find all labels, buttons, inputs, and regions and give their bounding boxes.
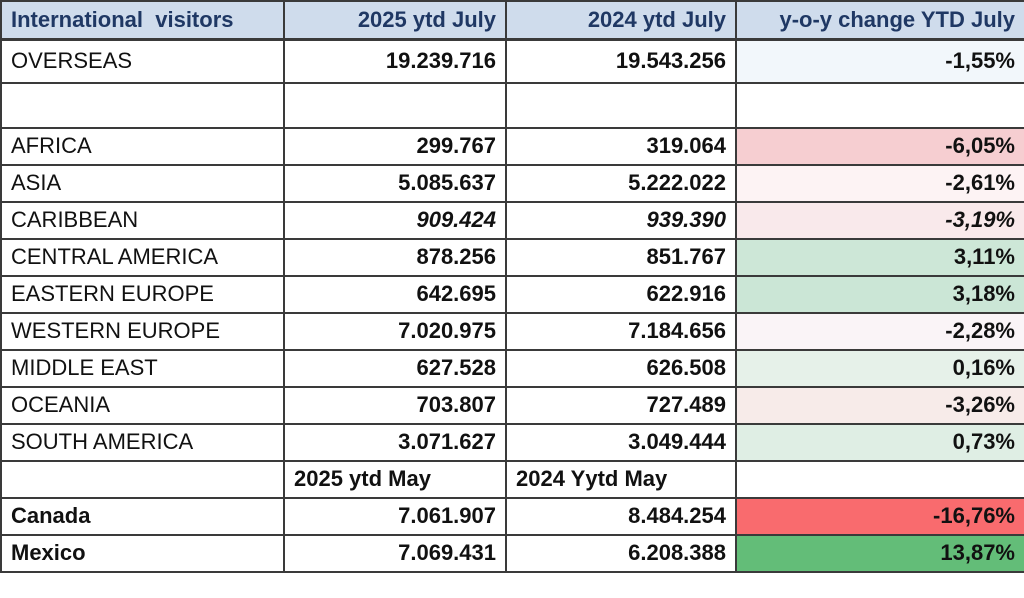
yoy-change-cell: -2,61%: [735, 164, 1024, 203]
yoy-change-cell: 0,73%: [735, 423, 1024, 462]
region-cell: [0, 460, 285, 499]
table-body: OVERSEAS 19.239.716 19.543.256 -1,55% AF…: [0, 38, 1024, 573]
table-row: Mexico 7.069.431 6.208.388 13,87%: [0, 534, 1024, 573]
table-row: 2025 ytd May 2024 Yytd May: [0, 460, 1024, 499]
header-row: International visitors 2025 ytd July 202…: [0, 0, 1024, 41]
table-row: CARIBBEAN 909.424 939.390 -3,19%: [0, 201, 1024, 240]
table-row: Canada 7.061.907 8.484.254 -16,76%: [0, 497, 1024, 536]
ytd-2025-cell: 878.256: [283, 238, 507, 277]
ytd-2024-cell: 626.508: [505, 349, 737, 388]
region-cell: MIDDLE EAST: [0, 349, 285, 388]
yoy-change-cell: [735, 460, 1024, 499]
table-row: ASIA 5.085.637 5.222.022 -2,61%: [0, 164, 1024, 203]
yoy-change-cell: -1,55%: [735, 38, 1024, 84]
header-ytd-2025: 2025 ytd July: [283, 0, 507, 41]
ytd-2024-cell: 5.222.022: [505, 164, 737, 203]
ytd-2025-cell: 909.424: [283, 201, 507, 240]
ytd-2025-cell: 703.807: [283, 386, 507, 425]
yoy-change-cell: [735, 82, 1024, 129]
yoy-change-cell: 3,11%: [735, 238, 1024, 277]
table-row: AFRICA 299.767 319.064 -6,05%: [0, 127, 1024, 166]
region-cell: Canada: [0, 497, 285, 536]
region-cell: ASIA: [0, 164, 285, 203]
ytd-2025-cell: 7.069.431: [283, 534, 507, 573]
yoy-change-cell: -6,05%: [735, 127, 1024, 166]
region-cell: EASTERN EUROPE: [0, 275, 285, 314]
header-region: International visitors: [0, 0, 285, 41]
ytd-2025-cell: 7.061.907: [283, 497, 507, 536]
yoy-change-cell: -3,26%: [735, 386, 1024, 425]
region-cell: CARIBBEAN: [0, 201, 285, 240]
table-header: International visitors 2025 ytd July 202…: [0, 0, 1024, 41]
region-cell: SOUTH AMERICA: [0, 423, 285, 462]
ytd-2025-cell: 627.528: [283, 349, 507, 388]
table-row: OCEANIA 703.807 727.489 -3,26%: [0, 386, 1024, 425]
header-yoy-change: y-o-y change YTD July: [735, 0, 1024, 41]
ytd-2025-cell: 642.695: [283, 275, 507, 314]
region-cell: CENTRAL AMERICA: [0, 238, 285, 277]
ytd-2024-cell: 3.049.444: [505, 423, 737, 462]
ytd-2025-cell: 5.085.637: [283, 164, 507, 203]
yoy-change-cell: -2,28%: [735, 312, 1024, 351]
table-row: OVERSEAS 19.239.716 19.543.256 -1,55%: [0, 38, 1024, 84]
ytd-2025-cell: 2025 ytd May: [283, 460, 507, 499]
region-cell: OVERSEAS: [0, 38, 285, 84]
region-cell: [0, 82, 285, 129]
ytd-2024-cell: 319.064: [505, 127, 737, 166]
region-cell: AFRICA: [0, 127, 285, 166]
ytd-2025-cell: 19.239.716: [283, 38, 507, 84]
ytd-2025-cell: [283, 82, 507, 129]
yoy-change-cell: -16,76%: [735, 497, 1024, 536]
visitors-table: International visitors 2025 ytd July 202…: [0, 0, 1024, 573]
region-cell: Mexico: [0, 534, 285, 573]
yoy-change-cell: 13,87%: [735, 534, 1024, 573]
ytd-2024-cell: [505, 82, 737, 129]
table-row: CENTRAL AMERICA 878.256 851.767 3,11%: [0, 238, 1024, 277]
ytd-2024-cell: 8.484.254: [505, 497, 737, 536]
table-row: WESTERN EUROPE 7.020.975 7.184.656 -2,28…: [0, 312, 1024, 351]
ytd-2024-cell: 622.916: [505, 275, 737, 314]
ytd-2024-cell: 6.208.388: [505, 534, 737, 573]
ytd-2024-cell: 19.543.256: [505, 38, 737, 84]
yoy-change-cell: -3,19%: [735, 201, 1024, 240]
table-row: MIDDLE EAST 627.528 626.508 0,16%: [0, 349, 1024, 388]
ytd-2024-cell: 7.184.656: [505, 312, 737, 351]
ytd-2025-cell: 3.071.627: [283, 423, 507, 462]
region-cell: WESTERN EUROPE: [0, 312, 285, 351]
region-cell: OCEANIA: [0, 386, 285, 425]
ytd-2025-cell: 7.020.975: [283, 312, 507, 351]
table-row: [0, 82, 1024, 129]
ytd-2024-cell: 939.390: [505, 201, 737, 240]
header-ytd-2024: 2024 ytd July: [505, 0, 737, 41]
ytd-2024-cell: 727.489: [505, 386, 737, 425]
ytd-2024-cell: 851.767: [505, 238, 737, 277]
table-row: EASTERN EUROPE 642.695 622.916 3,18%: [0, 275, 1024, 314]
yoy-change-cell: 0,16%: [735, 349, 1024, 388]
ytd-2025-cell: 299.767: [283, 127, 507, 166]
ytd-2024-cell: 2024 Yytd May: [505, 460, 737, 499]
yoy-change-cell: 3,18%: [735, 275, 1024, 314]
table-row: SOUTH AMERICA 3.071.627 3.049.444 0,73%: [0, 423, 1024, 462]
